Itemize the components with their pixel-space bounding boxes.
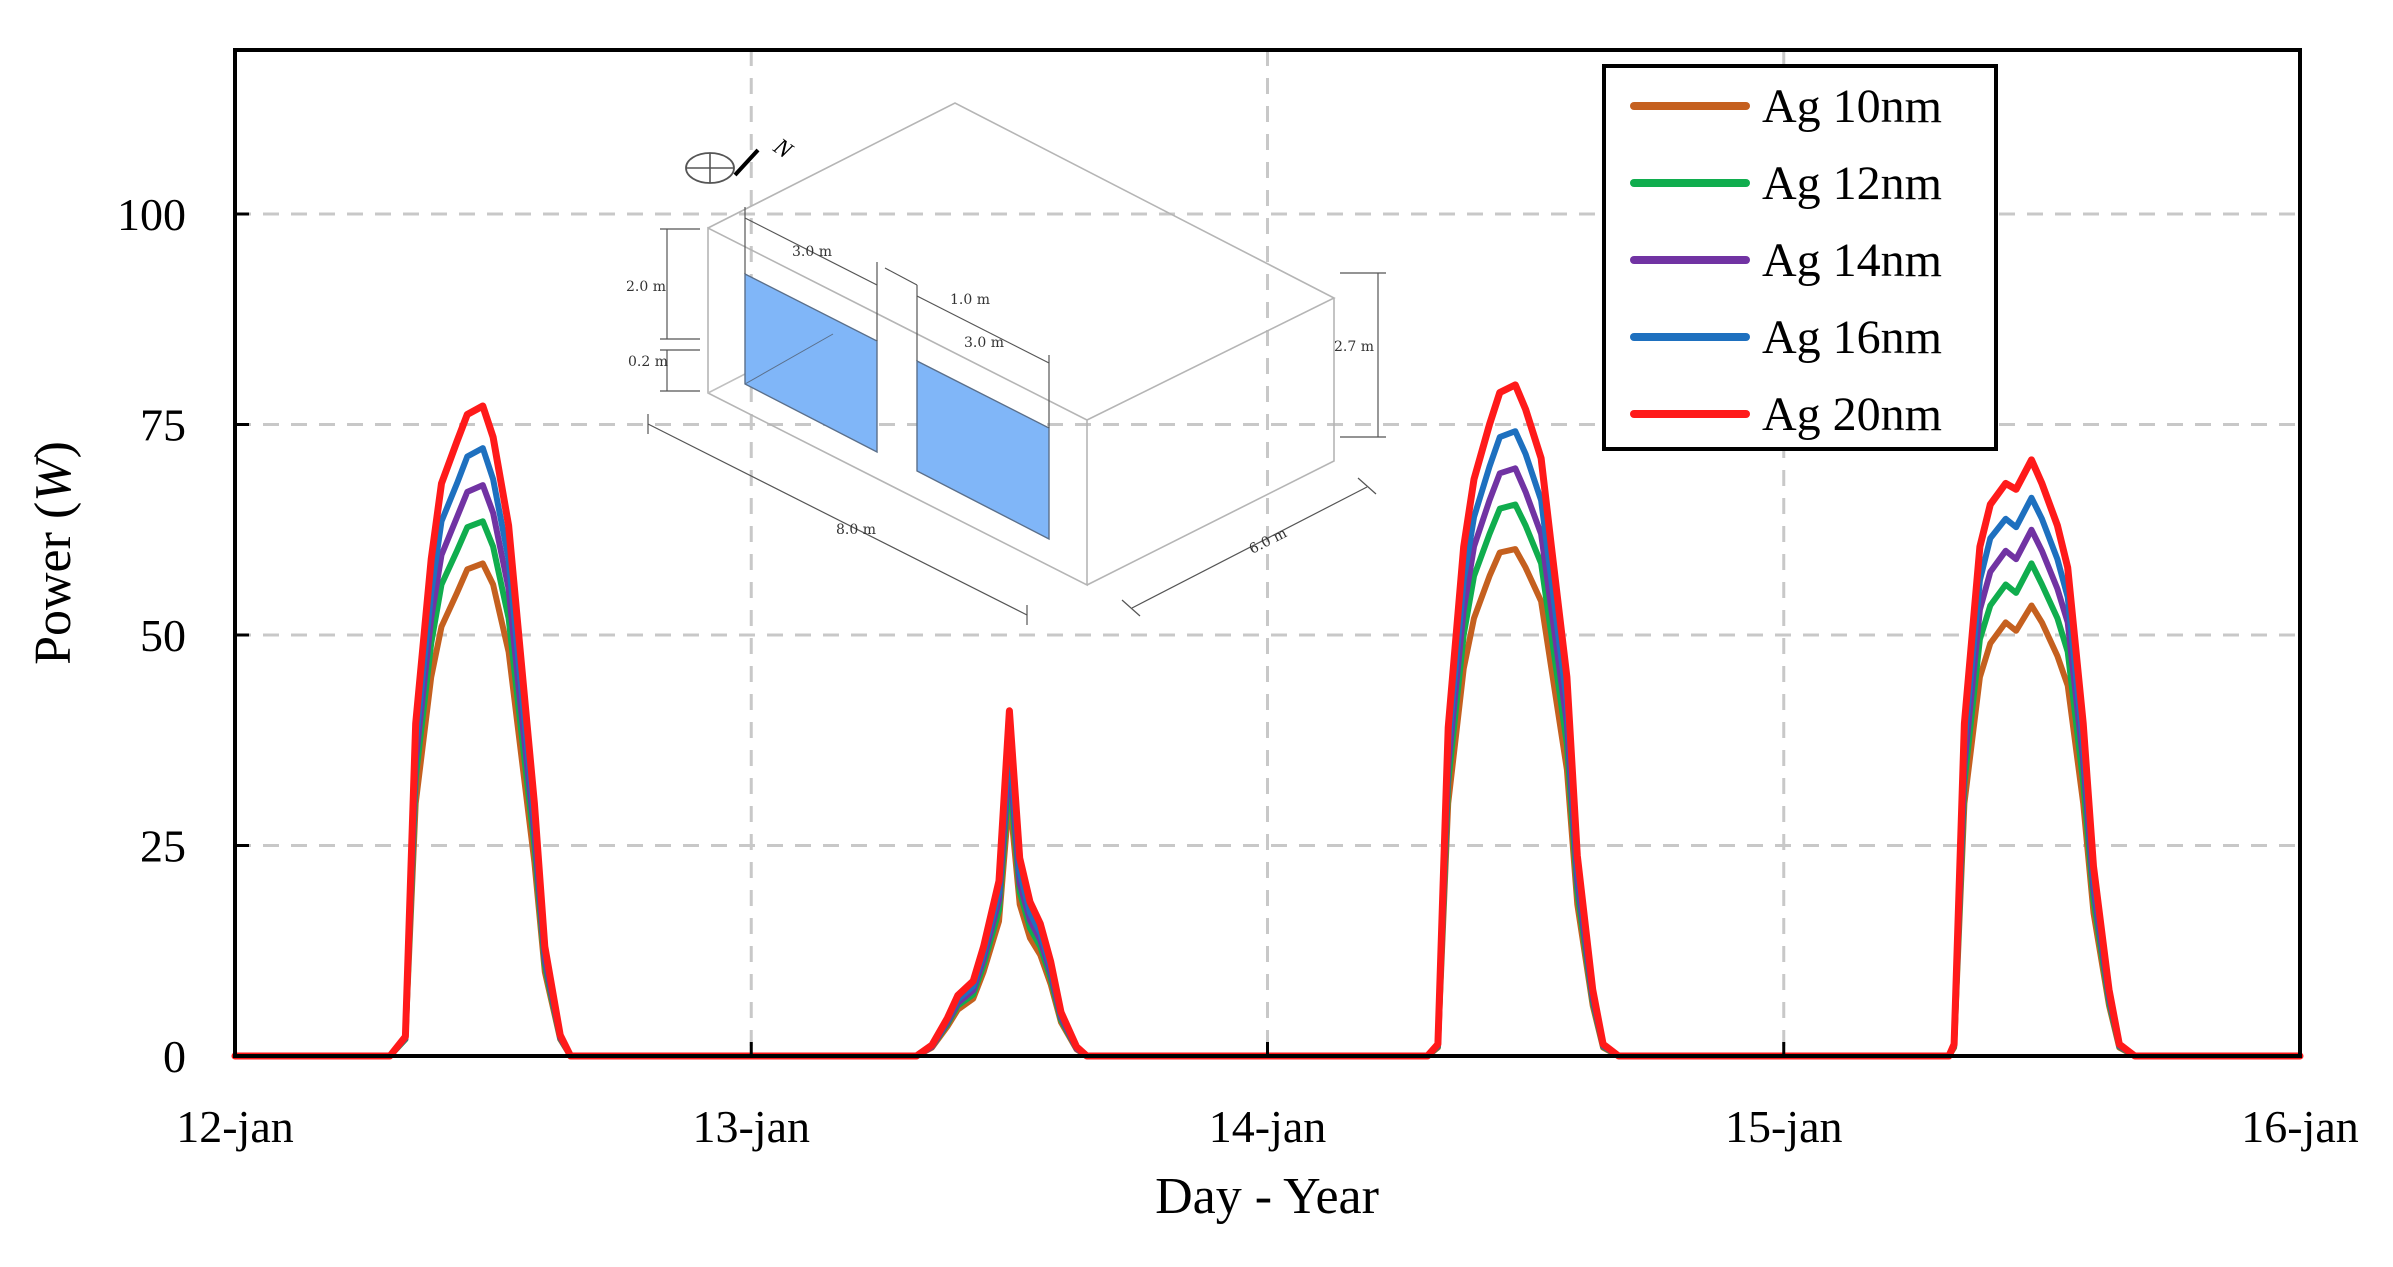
dim-window-height: 2.0 m [626,279,666,295]
box-top-edges [707,102,1336,421]
dimension-lines [647,207,1386,625]
y-axis-label-text: Power ( [25,502,82,665]
y-axis-label: Power (W) [25,441,82,665]
dim-room-height: 2.7 m [1334,339,1374,355]
box-side-edges [1086,298,1335,586]
legend-label: Ag 20nm [1762,388,1942,441]
y-tick-label: 75 [140,400,186,451]
x-tick-label: 16-jan [2241,1101,2359,1152]
legend-label: Ag 14nm [1762,234,1942,287]
dim-room-length: 8.0 m [836,522,876,538]
x-tick-label: 15-jan [1725,1101,1843,1152]
y-tick-label: 100 [117,189,186,240]
window-left [744,272,878,454]
legend-label: Ag 16nm [1762,311,1942,364]
legend-label: Ag 12nm [1762,157,1942,210]
building-inset-diagram: N [626,102,1386,625]
y-tick-label: 0 [163,1031,186,1082]
x-tick-label: 14-jan [1209,1101,1327,1152]
x-tick-label: 13-jan [692,1101,810,1152]
dim-window-gap: 1.0 m [950,292,990,308]
x-tick-label: 12-jan [176,1101,294,1152]
y-tick-label: 25 [140,821,186,872]
dim-window2-width: 3.0 m [964,335,1004,351]
y-tick-label: 50 [140,610,186,661]
y-axis-label-close: ) [25,441,82,458]
dim-sill-height: 0.2 m [628,354,668,370]
dim-window1-width: 3.0 m [792,244,832,260]
x-axis-label: Day - Year [1155,1168,1379,1225]
legend-label: Ag 10nm [1762,80,1942,133]
y-axis-ticks: 0 25 50 75 100 [117,189,249,1082]
legend: Ag 10nm Ag 12nm Ag 14nm Ag 16nm Ag 20nm [1602,64,1998,451]
window-right [916,359,1050,541]
y-axis-label-unit: W [25,454,82,502]
x-axis-ticks: 12-jan 13-jan 14-jan 15-jan 16-jan [176,1042,2359,1152]
